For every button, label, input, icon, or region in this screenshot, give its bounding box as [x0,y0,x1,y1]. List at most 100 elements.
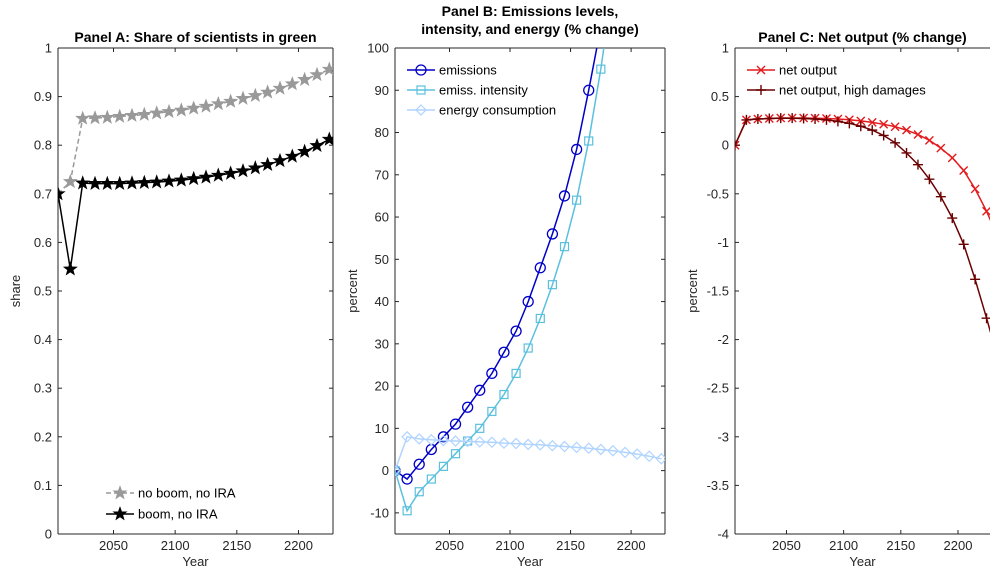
legend-label: emiss. intensity [439,83,528,98]
plot-area [395,48,665,516]
data-point-1 [487,406,497,417]
data-point-1 [260,156,276,172]
legend: net output net output, high damages [747,63,926,98]
data-point-0 [161,103,177,119]
y-tick-label: 0.5 [711,89,729,104]
y-tick-label: 0.5 [34,284,52,299]
data-point-2 [643,450,656,463]
legend-label: net output [779,63,837,78]
x-tick-label: 2200 [284,538,313,553]
y-axis-label: percent [345,269,360,313]
data-point-1 [810,113,821,124]
x-tick-label: 2200 [617,538,646,553]
legend: emissions emiss. intensity energy consumpt… [407,63,556,118]
chart-title-line: Panel B: Emissions levels, [442,3,619,19]
data-point-0 [87,110,103,125]
data-point-1 [210,167,226,182]
data-point-0 [186,100,202,115]
data-point-1 [186,170,202,186]
data-point-0 [913,130,923,140]
chart-title-line: intensity, and energy (% change) [421,21,639,37]
y-tick-label: 100 [367,41,389,56]
data-point-0 [449,418,462,430]
data-point-1 [438,461,449,471]
data-point-0 [297,71,313,87]
data-point-2 [631,448,644,460]
y-tick-label: -2 [717,332,729,347]
data-point-0 [498,346,510,358]
data-point-1 [511,368,521,379]
data-point-0 [583,84,595,96]
data-point-0 [235,90,251,105]
data-point-0 [284,76,300,91]
y-tick-label: 0.8 [34,138,52,153]
data-point-0 [149,105,165,120]
data-point-1 [764,113,775,124]
y-axis-label: share [8,275,23,308]
y-tick-label: -10 [370,505,389,520]
data-point-0 [558,190,571,202]
y-tick-label: -3 [717,429,729,444]
data-point-1 [173,172,189,187]
data-point-2 [425,433,438,446]
data-point-1 [775,113,786,124]
y-tick-label: 30 [375,336,389,351]
legend-marker [756,85,766,95]
data-point-1 [559,242,570,252]
y-tick-label: 1 [45,41,52,56]
data-point-1 [798,113,809,124]
data-point-0 [890,122,900,132]
data-point-1 [309,137,325,153]
data-point-1 [235,163,251,178]
data-point-1 [284,148,300,163]
data-point-2 [449,435,462,447]
data-point-1 [112,175,128,191]
data-point-2 [413,433,426,445]
data-point-2 [619,446,631,459]
data-point-1 [572,195,582,205]
legend-label: no boom, no IRA [138,486,236,501]
x-tick-label: 2150 [556,538,585,553]
x-tick-label: 2050 [99,538,128,553]
series-line-1 [735,117,990,334]
data-point-1 [414,487,424,497]
y-tick-label: 10 [375,421,389,436]
data-point-1 [947,213,958,224]
data-point-1 [924,174,935,185]
data-point-0 [401,473,413,485]
y-tick-label: 70 [375,167,389,182]
y-tick-label: 0 [45,527,52,542]
data-point-0 [735,140,740,150]
data-point-2 [570,441,583,454]
data-point-1 [958,239,969,250]
data-point-1 [741,114,752,125]
y-tick-label: 60 [375,210,389,225]
x-axis-label: Year [182,554,209,569]
x-tick-label: 2150 [886,538,915,553]
data-point-2 [437,434,450,447]
plot-area [58,61,333,276]
data-point-0 [112,108,128,123]
data-point-1 [535,313,545,324]
data-point-0 [879,119,889,129]
data-point-1 [844,118,855,129]
legend-label: net output, high damages [779,83,926,98]
data-point-0 [522,295,534,308]
data-point-1 [499,389,509,400]
data-point-0 [247,87,263,103]
data-point-2 [607,444,619,457]
data-point-1 [87,175,103,191]
data-point-0 [570,143,583,156]
legend-marker [415,104,427,116]
y-tick-label: 20 [375,379,389,394]
data-point-1 [321,131,333,146]
data-point-2 [486,436,498,449]
data-point-0 [867,117,877,127]
data-point-0 [461,401,474,413]
data-point-0 [970,184,980,194]
data-point-1 [547,280,557,290]
y-tick-label: 40 [375,294,389,309]
data-point-0 [136,106,152,121]
y-tick-label: -3.5 [707,478,729,493]
data-point-1 [161,173,177,188]
